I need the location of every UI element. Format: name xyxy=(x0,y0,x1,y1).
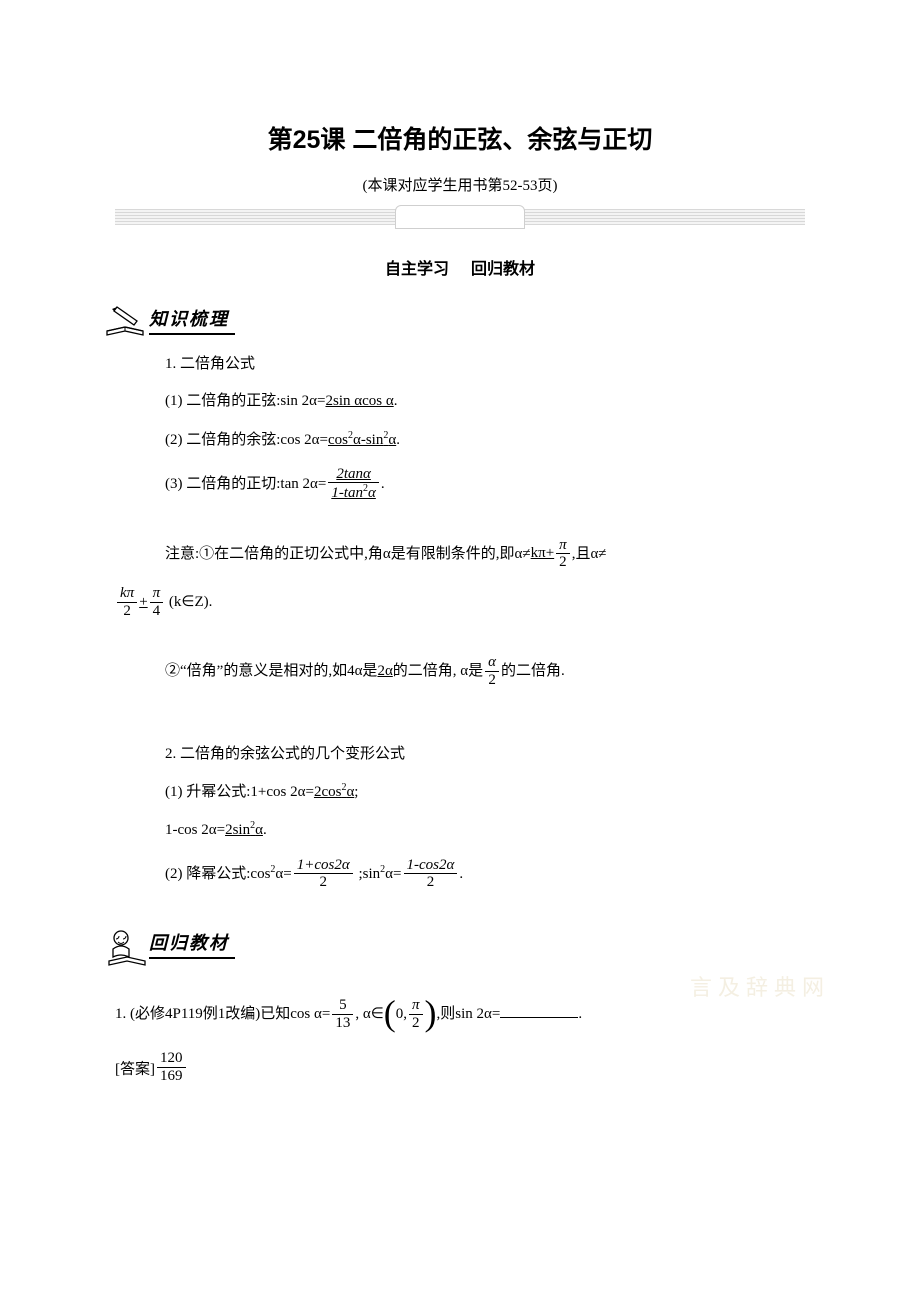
note-1-line1: 注意:①在二倍角的正切公式中,角α是有限制条件的,即α≠kπ+π2,且α≠ xyxy=(165,537,805,572)
power-down: (2) 降幂公式:cos2α=1+cos2α2 ;sin2α=1-cos2α2. xyxy=(165,857,805,892)
badge-knowledge-text: 知识梳理 xyxy=(149,309,229,329)
section-1-heading: 1. 二倍角公式 xyxy=(165,353,805,376)
badge-textbook: 回归教材 xyxy=(103,925,805,963)
pen-book-icon xyxy=(103,301,151,339)
formula-cos2a: (2) 二倍角的余弦:cos 2α=cos2α-sin2α. xyxy=(165,428,805,452)
formula-sin2a: (1) 二倍角的正弦:sin 2α=2sin αcos α. xyxy=(165,390,805,413)
note-2: ②“倍角”的意义是相对的,如4α是2α的二倍角, α是α2的二倍角. xyxy=(165,654,805,689)
page-ref: (本课对应学生用书第52-53页) xyxy=(115,174,805,195)
badge-textbook-text: 回归教材 xyxy=(149,933,229,953)
study-left: 自主学习 xyxy=(385,261,449,278)
power-up-2: 1-cos 2α=2sin2α. xyxy=(165,818,805,842)
answer-1: [答案]120169 xyxy=(115,1050,805,1085)
section-2-heading: 2. 二倍角的余弦公式的几个变形公式 xyxy=(165,743,805,766)
power-up-1: (1) 升幂公式:1+cos 2α=2cos2α; xyxy=(165,780,805,804)
section-divider xyxy=(115,209,805,231)
study-right: 回归教材 xyxy=(471,261,535,278)
student-book-icon xyxy=(103,925,151,963)
formula-tan2a: (3) 二倍角的正切:tan 2α=2tanα1-tan2α. xyxy=(165,466,805,503)
note-1-line2: kπ2+π4 (k∈Z). xyxy=(115,585,805,620)
lesson-title: 第25课 二倍角的正弦、余弦与正切 xyxy=(115,120,805,156)
question-1: 1. (必修4P119例1改编)已知cos α=513, α∈(0,π2),则s… xyxy=(115,997,805,1032)
study-heading: 自主学习 回归教材 xyxy=(115,255,805,279)
badge-knowledge: 知识梳理 xyxy=(103,301,805,339)
